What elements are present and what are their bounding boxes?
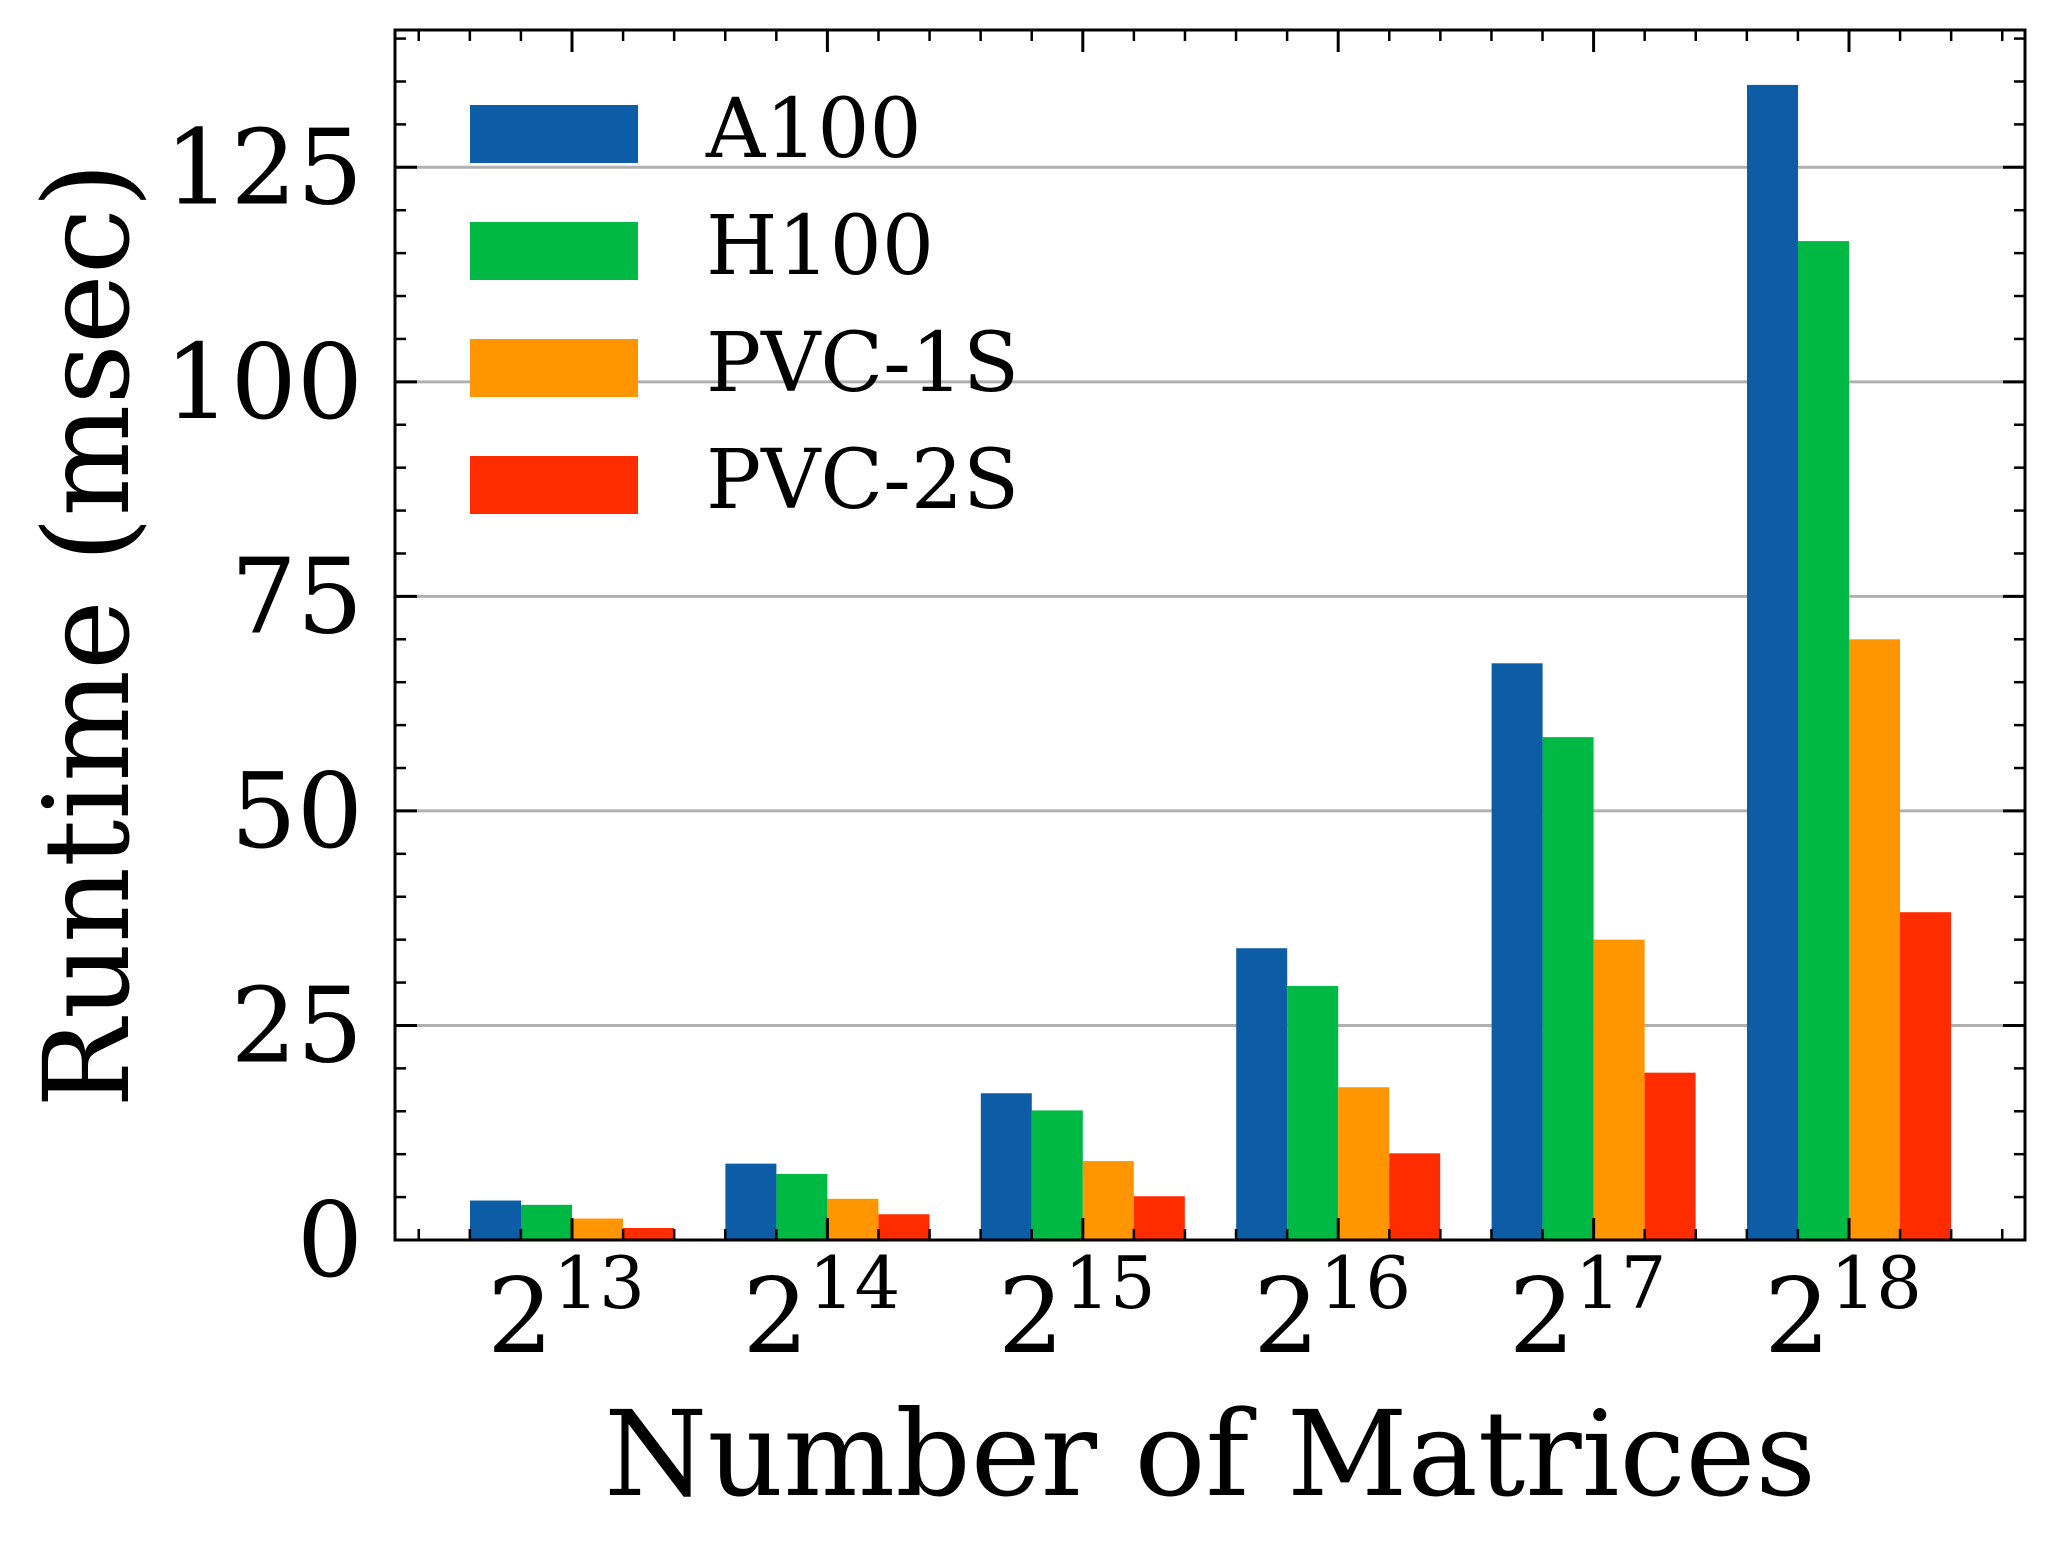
bar-pvc-1s-0 <box>572 1218 623 1240</box>
legend-label-pvc-2s: PVC-2S <box>706 433 1019 528</box>
x-tick-label: 217 <box>1509 1241 1667 1377</box>
x-tick-exponent: 13 <box>553 1241 645 1325</box>
x-tick-exponent: 16 <box>1319 1241 1411 1325</box>
bar-a100-3 <box>1236 948 1288 1240</box>
bar-h100-2 <box>1031 1110 1083 1240</box>
x-tick-base: 2 <box>743 1255 809 1377</box>
bar-pvc-2s-0 <box>623 1227 674 1240</box>
x-axis-label: Number of Matrices <box>604 1385 1816 1523</box>
bar-pvc-1s-2 <box>1082 1161 1134 1240</box>
bar-h100-4 <box>1542 737 1594 1240</box>
legend-label-pvc-1s: PVC-1S <box>706 316 1019 411</box>
bar-h100-3 <box>1287 985 1339 1240</box>
y-tick-label: 125 <box>164 106 363 228</box>
x-tick-label: 215 <box>998 1241 1156 1377</box>
bar-a100-1 <box>725 1163 777 1240</box>
bar-a100-4 <box>1491 663 1543 1240</box>
bar-a100-5 <box>1747 84 1798 1240</box>
bar-pvc-2s-1 <box>878 1214 930 1240</box>
legend-swatch-pvc-2s <box>470 456 638 514</box>
x-tick-base: 2 <box>998 1255 1064 1377</box>
x-tick-exponent: 14 <box>809 1241 901 1325</box>
x-tick-base: 2 <box>487 1255 553 1377</box>
legend-label-a100: A100 <box>705 82 922 177</box>
y-tick-label: 75 <box>231 535 363 657</box>
legend-swatch-pvc-1s <box>470 339 638 397</box>
plot-frame <box>393 28 2027 1242</box>
bar-pvc-2s-3 <box>1389 1153 1441 1240</box>
legend: A100 H100 PVC-1S PVC-2S <box>470 82 1019 528</box>
x-tick-labels: 213 214 215 216 217 218 <box>487 1241 1922 1377</box>
bar-pvc-1s-4 <box>1593 939 1645 1240</box>
ticks <box>395 30 2025 1242</box>
bar-h100-0 <box>521 1204 572 1240</box>
y-tick-label: 25 <box>231 964 363 1086</box>
x-tick-label: 216 <box>1253 1241 1411 1377</box>
legend-label-h100: H100 <box>706 199 934 294</box>
bar-pvc-1s-1 <box>827 1198 879 1240</box>
x-tick-base: 2 <box>1509 1255 1575 1377</box>
x-tick-exponent: 15 <box>1064 1241 1156 1325</box>
x-tick-base: 2 <box>1253 1255 1319 1377</box>
x-tick-label: 213 <box>487 1241 645 1377</box>
bar-h100-5 <box>1798 241 1849 1240</box>
y-axis-label: Runtime (msec) <box>18 162 156 1108</box>
bar-h100-1 <box>776 1173 828 1240</box>
y-tick-label: 50 <box>231 750 363 872</box>
x-tick-base: 2 <box>1764 1255 1830 1377</box>
x-tick-exponent: 18 <box>1830 1241 1922 1325</box>
bar-pvc-1s-5 <box>1849 639 1900 1240</box>
y-tick-label: 0 <box>297 1179 363 1301</box>
bar-pvc-2s-2 <box>1133 1196 1185 1240</box>
x-tick-label: 218 <box>1764 1241 1922 1377</box>
bar-pvc-2s-4 <box>1644 1072 1696 1240</box>
bar-a100-2 <box>980 1093 1032 1240</box>
x-tick-label: 214 <box>743 1241 901 1377</box>
legend-swatch-h100 <box>470 222 638 280</box>
bars <box>470 84 1951 1240</box>
legend-swatch-a100 <box>470 105 638 163</box>
bar-pvc-1s-3 <box>1338 1087 1390 1240</box>
x-tick-exponent: 17 <box>1575 1241 1667 1325</box>
y-tick-labels: 0 25 50 75 100 125 <box>164 106 363 1301</box>
y-tick-label: 100 <box>164 321 363 443</box>
bar-a100-0 <box>470 1200 521 1240</box>
bar-pvc-2s-5 <box>1900 912 1951 1240</box>
